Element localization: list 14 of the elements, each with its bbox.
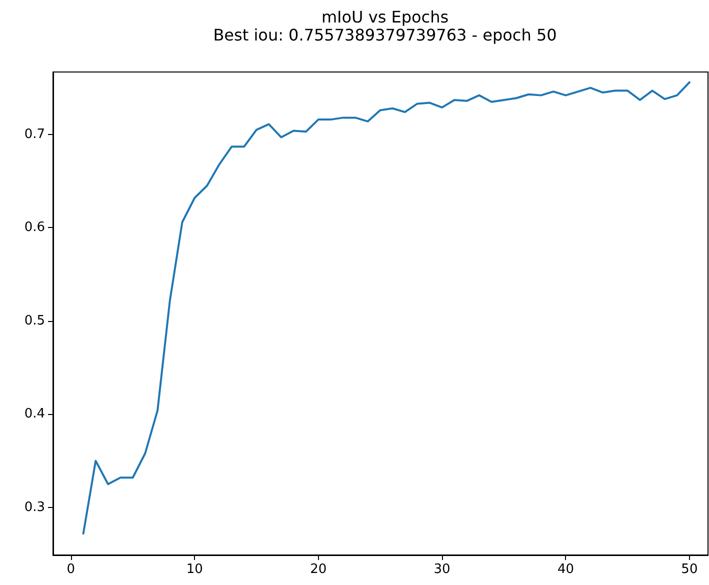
x-tick-label: 30 [434,562,450,577]
x-tick-label: 20 [310,562,327,577]
y-tick-label: 0.5 [24,313,45,328]
line-series [82,81,690,535]
y-tick-label: 0.3 [24,500,45,515]
x-tick-label: 10 [186,562,203,577]
y-tick-label: 0.6 [24,220,45,236]
x-tick-label: 50 [681,562,698,577]
x-tick-label: 0 [66,562,76,577]
x-tick-label: 40 [557,562,574,577]
y-tick-label: 0.4 [24,406,45,422]
y-tick-label: 0.7 [24,126,45,142]
chart-subtitle: Best iou: 0.7557389379739763 - epoch 50 [213,26,557,44]
chart-title: mIoU vs Epochs [321,8,449,26]
